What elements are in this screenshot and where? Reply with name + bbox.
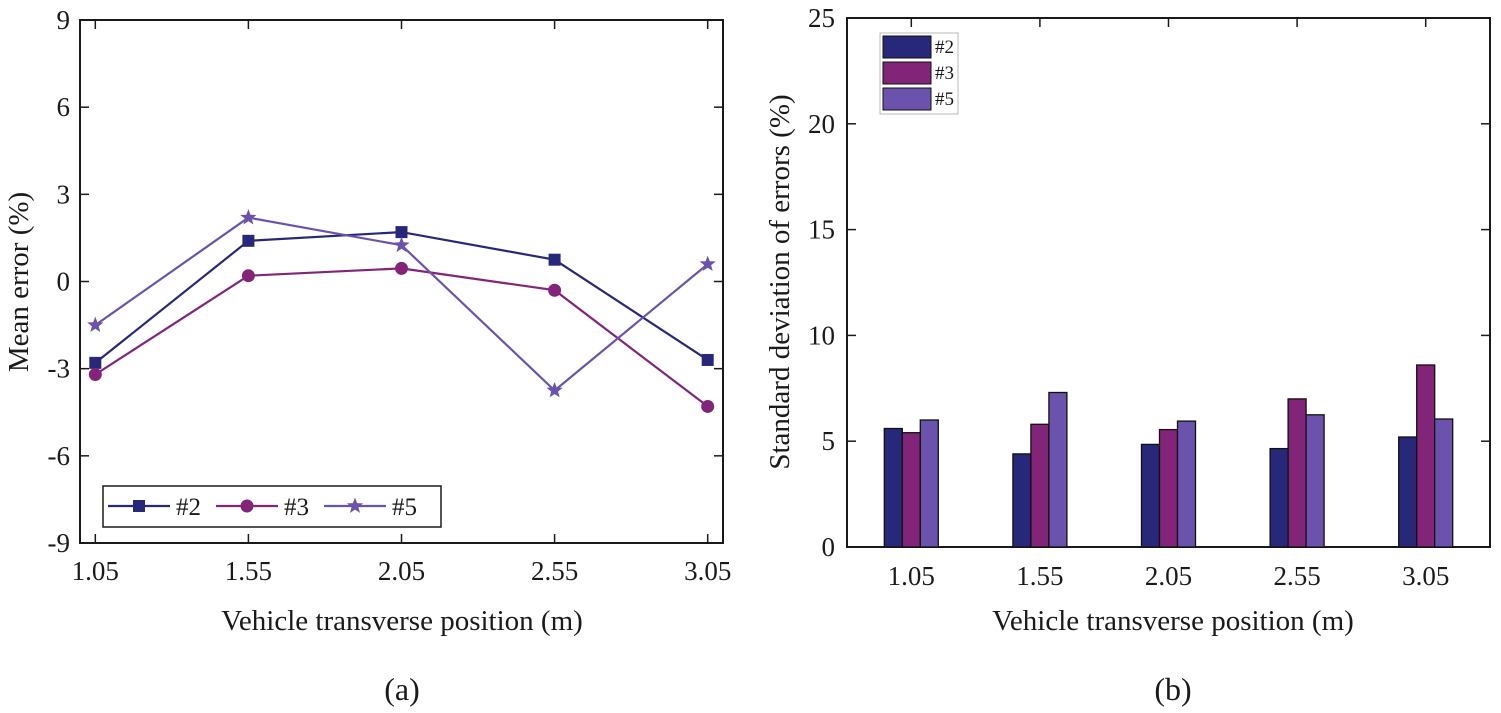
data-point-2 [701, 399, 715, 413]
bar-series-3 [1434, 418, 1454, 548]
panel-label-a: (a) [384, 671, 420, 707]
bar-series-1 [1140, 443, 1161, 548]
panel-label-b: (b) [1154, 671, 1191, 707]
bar-series-1 [1398, 436, 1418, 548]
legend-marker-a [133, 500, 145, 512]
x-tick-label-b: 3.05 [1402, 561, 1449, 591]
y-axis-label-a: Mean error (%) [3, 192, 35, 372]
x-tick-label-b: 2.55 [1273, 561, 1320, 591]
y-tick-label-a: -9 [48, 528, 71, 558]
data-point-1 [242, 234, 255, 247]
y-tick-label-a: -3 [48, 354, 71, 384]
y-tick-label-a: 9 [57, 5, 71, 35]
bar-series-2 [1030, 423, 1050, 548]
bar-series-3 [1048, 391, 1068, 548]
data-point-1 [701, 353, 714, 366]
x-tick-label-b: 1.05 [888, 561, 935, 591]
data-point-3 [699, 255, 716, 271]
bar-series-1 [1269, 447, 1289, 548]
data-point-3 [393, 236, 410, 253]
panel-b-std-dev-chart: 0 5 10 15 20 25 1.05 1.55 2.05 2.55 3.05 Vehicle … [764, 3, 1491, 707]
bar-series-1 [1012, 453, 1032, 548]
bar-series-1 [883, 427, 903, 548]
data-point-1 [89, 356, 102, 369]
y-tick-label-b: 15 [808, 215, 835, 245]
y-tick-label-b: 25 [808, 3, 835, 33]
data-point-2 [241, 269, 255, 283]
y-tick-label-b: 20 [808, 109, 835, 139]
y-axis-a: -9 -6 -3 0 3 6 9 [48, 5, 723, 558]
data-point-1 [395, 226, 408, 239]
x-tick-label-b: 2.05 [1145, 561, 1192, 591]
x-tick-label-a: 2.05 [378, 556, 425, 586]
x-axis-a: 1.05 1.55 2.05 2.55 3.05 [72, 20, 731, 586]
legend-label-a: #3 [284, 494, 309, 521]
legend-label-a: #2 [176, 494, 201, 521]
x-tick-label-a: 1.55 [225, 556, 272, 586]
x-axis-b: 1.05 1.55 2.05 2.55 3.05 [888, 18, 1449, 591]
legend-swatch-b [882, 61, 932, 85]
y-tick-label-b: 0 [822, 532, 836, 562]
y-axis-b: 0 5 10 15 20 25 [808, 3, 1490, 562]
y-tick-label-a: 3 [57, 179, 71, 209]
legend-b: #2 #3 #5 [879, 32, 959, 115]
series-line-1 [94, 230, 709, 364]
legend-a: #2 #3 #5 [102, 485, 442, 528]
bar-series-3 [1176, 420, 1197, 548]
bar-series-2 [1158, 428, 1179, 548]
data-point-2 [395, 261, 408, 275]
bar-group-b [883, 364, 1454, 548]
legend-swatch-b [882, 35, 932, 59]
legend-marker-a [240, 499, 254, 513]
y-tick-label-a: -6 [48, 441, 71, 471]
data-point-2 [548, 283, 562, 297]
data-point-3 [546, 382, 563, 398]
plot-frame-a [79, 19, 724, 544]
bar-series-3 [1305, 414, 1325, 548]
series-group-a [87, 209, 716, 413]
bar-series-2 [901, 432, 921, 548]
legend-marker-a [346, 497, 364, 513]
x-tick-label-a: 2.55 [531, 556, 578, 586]
data-point-1 [548, 253, 561, 266]
y-tick-label-b: 10 [808, 320, 835, 350]
legend-label-b: #2 [935, 37, 954, 58]
data-point-3 [87, 316, 104, 332]
y-axis-label-b: Standard deviation of errors (%) [764, 94, 796, 469]
legend-swatch-b [882, 87, 932, 111]
x-tick-label-a: 3.05 [684, 556, 731, 586]
bar-series-3 [919, 419, 939, 548]
panel-a-mean-error-chart: -9 -6 -3 0 3 6 9 1.05 1.55 2.05 2.55 3.05 Vehicle … [3, 5, 731, 707]
y-tick-label-a: 6 [57, 92, 71, 122]
x-tick-label-a: 1.05 [72, 556, 119, 586]
legend-label-a: #5 [392, 494, 417, 521]
data-point-2 [88, 367, 102, 381]
bar-series-2 [1287, 398, 1307, 548]
x-axis-label-a: Vehicle transverse position (m) [221, 605, 583, 637]
x-axis-label-b: Vehicle transverse position (m) [992, 605, 1354, 637]
legend-label-b: #5 [935, 89, 954, 110]
bar-series-2 [1416, 364, 1436, 548]
data-point-3 [240, 209, 257, 225]
y-tick-label-a: 0 [57, 267, 71, 297]
y-tick-label-b: 5 [822, 426, 836, 456]
x-tick-label-b: 1.55 [1016, 561, 1063, 591]
legend-label-b: #3 [935, 63, 954, 84]
